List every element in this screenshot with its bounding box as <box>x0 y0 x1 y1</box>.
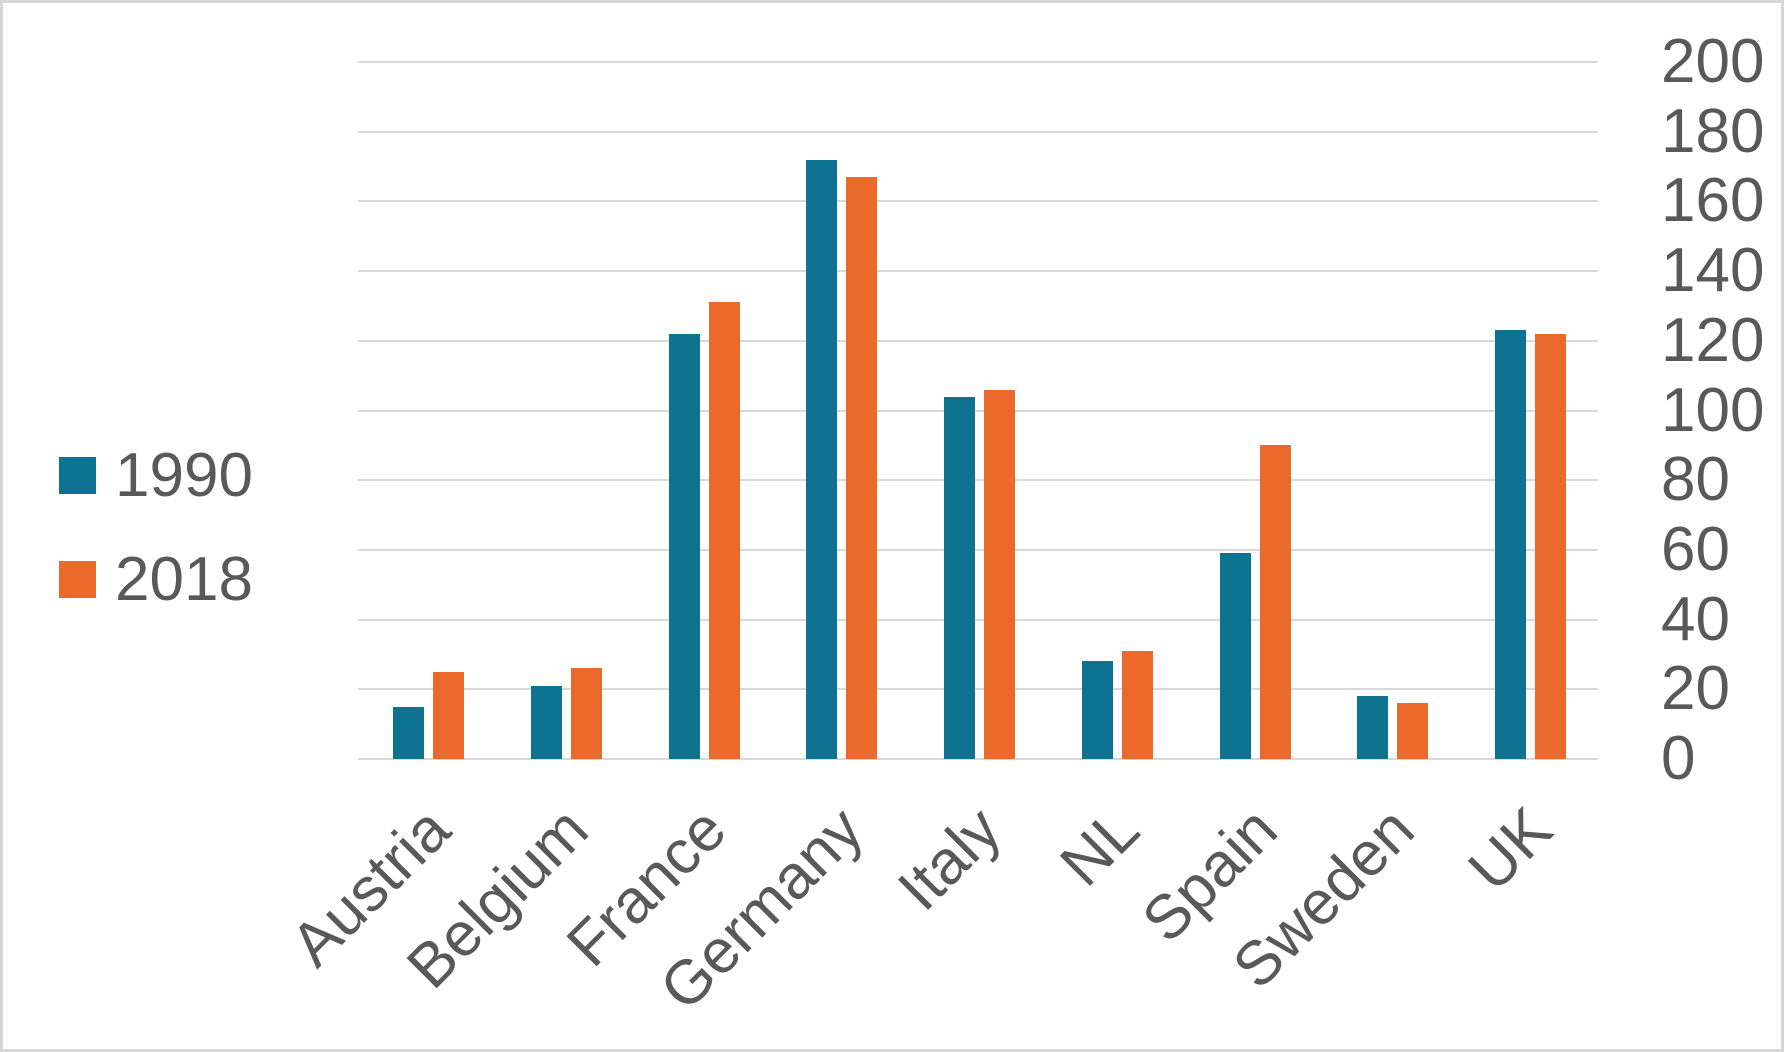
bar-2018-nl <box>1121 650 1153 759</box>
gridline-140 <box>358 270 1598 273</box>
y-axis-label-60: 60 <box>1661 514 1730 584</box>
y-axis-label-80: 80 <box>1661 445 1730 515</box>
bar-1990-sweden <box>1357 696 1389 759</box>
y-axis-label-40: 40 <box>1661 584 1730 654</box>
gridline-0 <box>358 758 1598 760</box>
y-axis-label-120: 120 <box>1661 305 1765 375</box>
bar-2018-belgium <box>570 668 602 759</box>
bar-1990-france <box>668 333 700 759</box>
gridline-180 <box>358 130 1598 133</box>
gridline-40 <box>358 618 1598 621</box>
y-axis-label-180: 180 <box>1661 96 1765 166</box>
bar-2018-spain <box>1259 445 1291 759</box>
gridline-200 <box>358 61 1598 63</box>
bar-2018-austria <box>433 671 464 759</box>
y-axis-label-160: 160 <box>1661 166 1765 236</box>
bar-1990-nl <box>1081 661 1113 759</box>
bar-2018-france <box>708 302 740 759</box>
plot-area: 0 20 40 60 80 100 120 140 160 180 200 Austria Belgi… <box>3 3 1781 1049</box>
y-axis-label-100: 100 <box>1661 375 1765 445</box>
legend-swatch-2018-icon <box>59 561 96 598</box>
bar-2018-germany <box>846 177 878 759</box>
legend-swatch-1990-icon <box>59 457 96 494</box>
bar-2018-uk <box>1535 333 1566 759</box>
gridline-80 <box>358 479 1598 482</box>
bar-1990-belgium <box>530 685 562 759</box>
bar-1990-uk <box>1495 330 1526 759</box>
bar-2018-sweden <box>1397 703 1429 759</box>
bar-1990-germany <box>806 159 838 759</box>
gridline-100 <box>358 409 1598 412</box>
y-axis-label-0: 0 <box>1661 724 1696 793</box>
bar-1990-spain <box>1219 553 1251 759</box>
gridline-160 <box>358 200 1598 203</box>
y-axis-label-140: 140 <box>1661 236 1765 306</box>
gridline-60 <box>358 548 1598 551</box>
bar-1990-italy <box>944 396 975 759</box>
bar-2018-italy <box>984 389 1015 759</box>
gridline-120 <box>358 339 1598 342</box>
bar-1990-austria <box>393 706 424 759</box>
gridline-20 <box>358 688 1598 691</box>
y-axis-label-20: 20 <box>1661 654 1730 724</box>
y-axis-label-200: 200 <box>1661 27 1765 96</box>
